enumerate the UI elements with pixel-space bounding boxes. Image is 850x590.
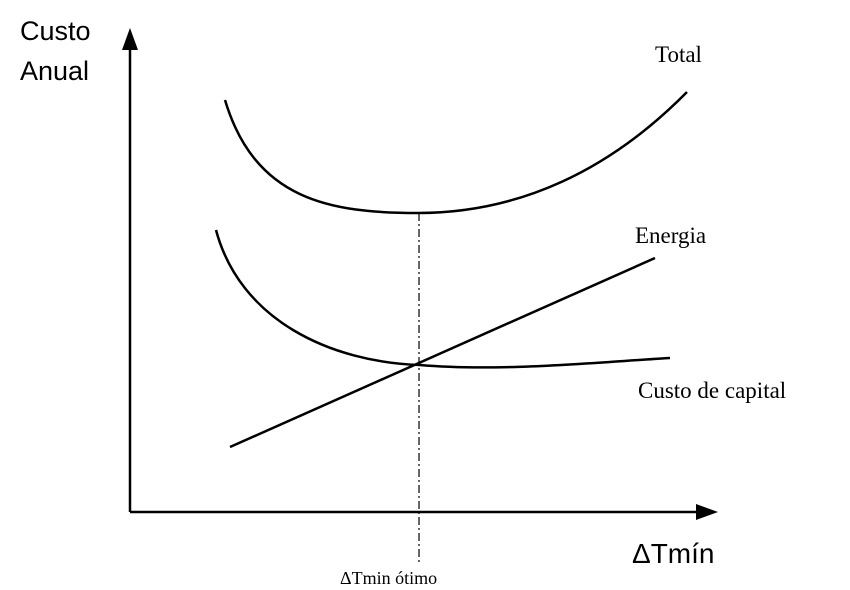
curve-label: Custo de capital [638, 378, 786, 403]
x-arrow [696, 504, 718, 520]
total-curve [223, 91, 688, 215]
curve-label: Energia [635, 223, 706, 248]
optimum-label: ΔTmin ótimo [340, 568, 437, 588]
x-axis-label: ΔTmín [632, 538, 714, 569]
energy-line [229, 256, 656, 449]
capital-curve [214, 229, 671, 369]
y-axis-label: Anual [20, 56, 89, 86]
curve-label: Total [655, 42, 702, 67]
y-arrow [122, 28, 138, 50]
y-axis-label: Custo [20, 16, 91, 46]
